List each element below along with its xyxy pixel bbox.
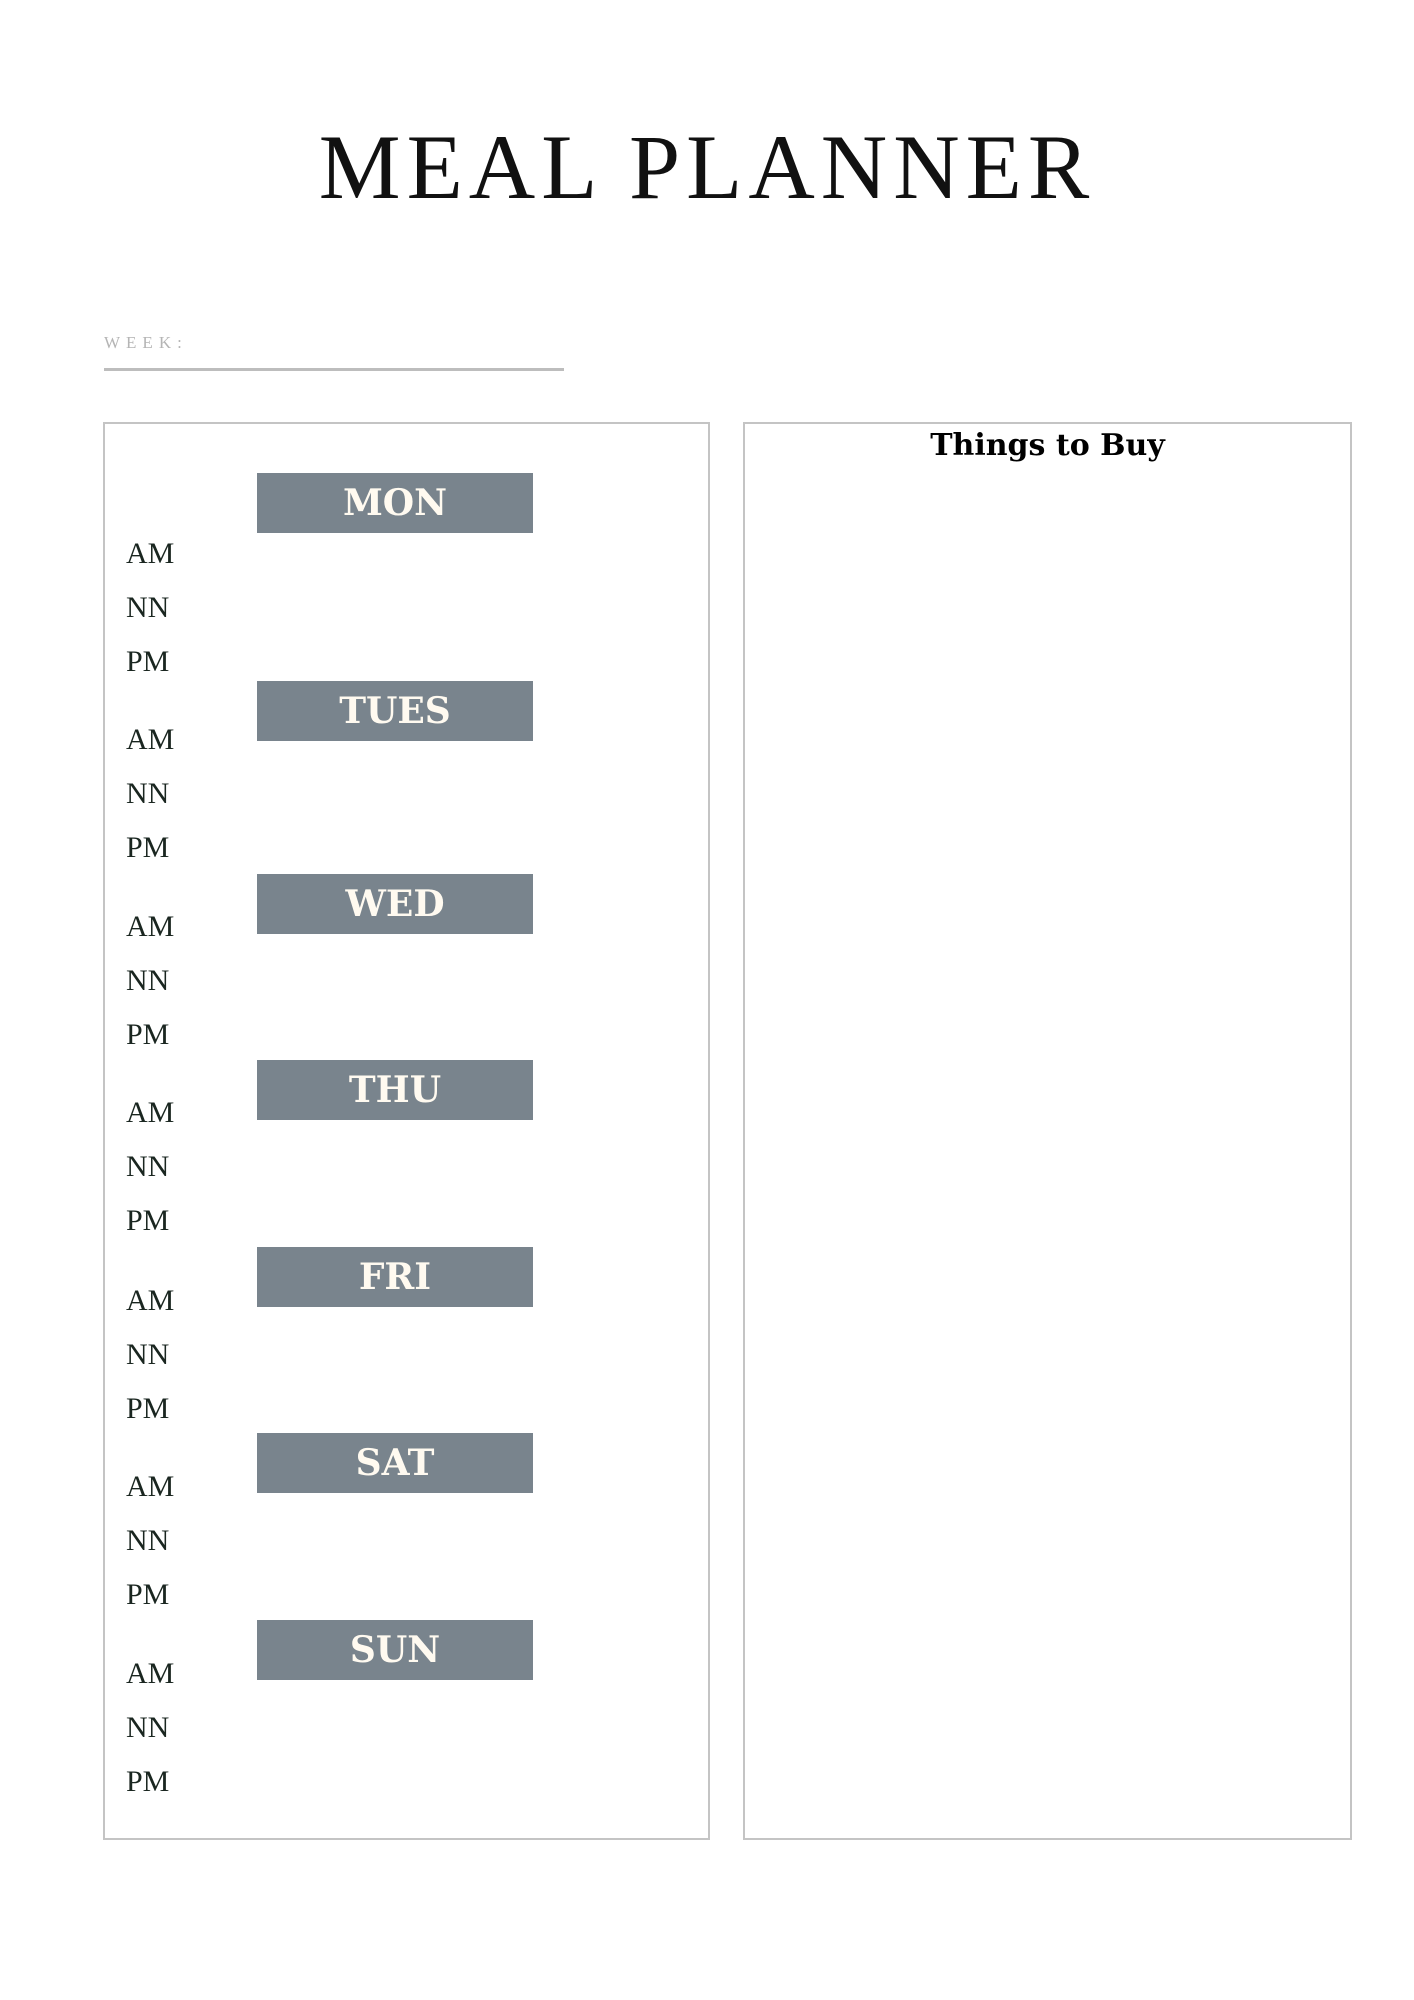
meal-slot-label: NN bbox=[126, 777, 170, 810]
meal-slot-label: PM bbox=[126, 645, 170, 678]
meal-slot-label: AM bbox=[126, 910, 175, 943]
meal-slot-label: PM bbox=[126, 1204, 170, 1237]
meal-slot-label: PM bbox=[126, 1578, 170, 1611]
day-header-wed: WED bbox=[257, 874, 533, 934]
meal-slot-label: AM bbox=[126, 1470, 175, 1503]
week-label: WEEK: bbox=[104, 333, 188, 352]
meal-slot-label: AM bbox=[126, 1096, 175, 1129]
day-header-fri: FRI bbox=[257, 1247, 533, 1307]
meal-slot-label: NN bbox=[126, 1338, 170, 1371]
day-header-mon: MON bbox=[257, 473, 533, 533]
day-header-tues: TUES bbox=[257, 681, 533, 741]
meal-slot-label: NN bbox=[126, 964, 170, 997]
meal-slot-label: NN bbox=[126, 1711, 170, 1744]
meal-slot-label: NN bbox=[126, 591, 170, 624]
things-to-buy-panel[interactable] bbox=[743, 422, 1352, 1840]
day-header-sun: SUN bbox=[257, 1620, 533, 1680]
daily-meals-panel bbox=[103, 422, 710, 1840]
meal-slot-label: NN bbox=[126, 1150, 170, 1183]
week-input-line[interactable] bbox=[104, 368, 564, 371]
day-header-thu: THU bbox=[257, 1060, 533, 1120]
meal-slot-label: PM bbox=[126, 1765, 170, 1798]
meal-slot-label: AM bbox=[126, 537, 175, 570]
meal-slot-label: PM bbox=[126, 1018, 170, 1051]
meal-slot-label: AM bbox=[126, 1284, 175, 1317]
day-header-sat: SAT bbox=[257, 1433, 533, 1493]
meal-slot-label: AM bbox=[126, 1657, 175, 1690]
meal-slot-label: AM bbox=[126, 723, 175, 756]
things-to-buy-title: Things to Buy bbox=[930, 428, 1165, 463]
meal-slot-label: NN bbox=[126, 1524, 170, 1557]
meal-slot-label: PM bbox=[126, 1392, 170, 1425]
meal-slot-label: PM bbox=[126, 831, 170, 864]
page-title: MEAL PLANNER bbox=[318, 116, 1096, 218]
